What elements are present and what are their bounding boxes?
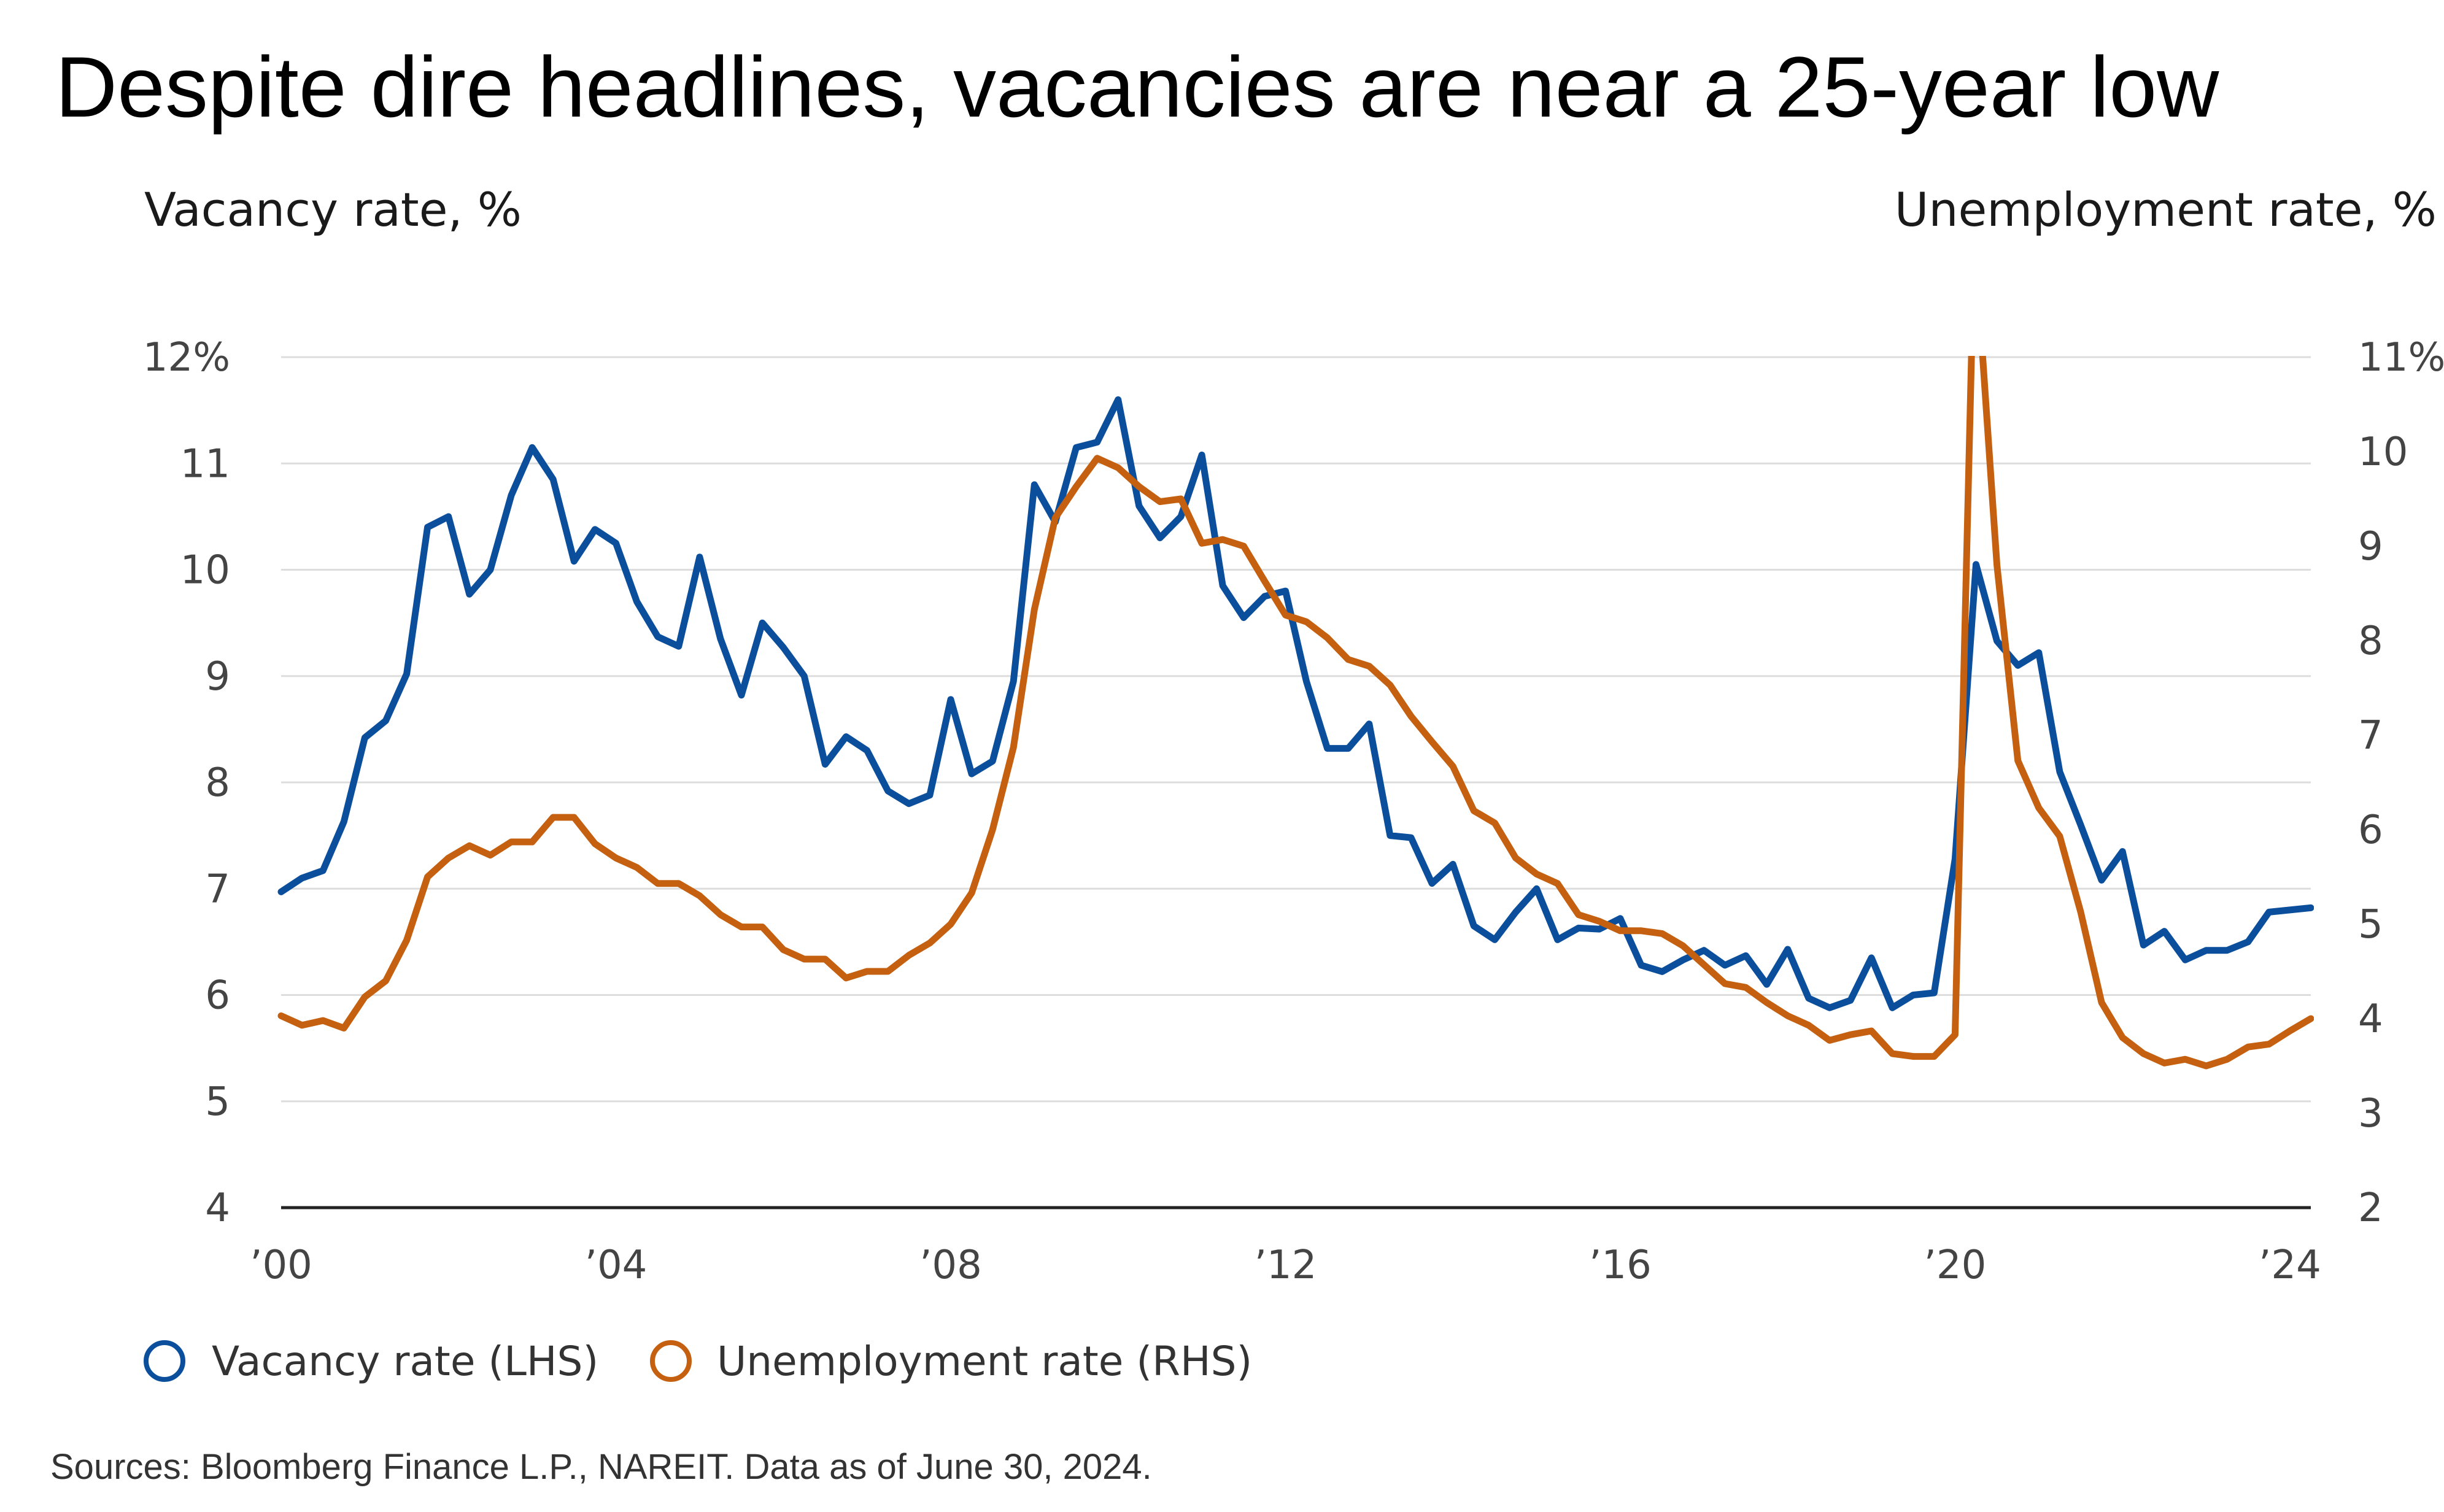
left-tick-label: 12% (143, 335, 230, 380)
source-note: Sources: Bloomberg Finance L.P., NAREIT.… (50, 1447, 1152, 1487)
legend-item-unemployment[interactable]: Unemployment rate (RHS) (650, 1338, 1252, 1385)
series-line-vacancy (277, 396, 2314, 1011)
legend: Vacancy rate (LHS) Unemployment rate (RH… (144, 1338, 1252, 1385)
right-tick-label: 6 (2358, 808, 2383, 853)
left-tick-label: 4 (205, 1186, 230, 1231)
left-tick-label: 10 (180, 548, 230, 593)
legend-label-vacancy: Vacancy rate (LHS) (212, 1338, 598, 1385)
right-tick-label: 4 (2358, 997, 2383, 1042)
x-tick-label: ’20 (1924, 1243, 1987, 1288)
left-tick-label: 6 (205, 973, 230, 1019)
right-tick-label: 9 (2358, 524, 2383, 569)
x-tick-label: ’04 (585, 1243, 648, 1288)
legend-marker-unemployment (650, 1340, 692, 1382)
legend-item-vacancy[interactable]: Vacancy rate (LHS) (144, 1338, 598, 1385)
x-tick-label: ’12 (1255, 1243, 1317, 1288)
left-tick-label: 8 (205, 760, 230, 806)
right-tick-label: 5 (2358, 902, 2383, 947)
gridlines (281, 356, 2311, 1209)
left-tick-label: 11 (180, 441, 230, 487)
series-lines (277, 356, 2314, 1070)
left-axis-ticks: 12% 11 10 9 8 7 6 5 4 (143, 335, 230, 1231)
left-tick-label: 9 (205, 654, 230, 700)
x-axis-ticks: ’00 ’04 ’08 ’12 ’16 ’20 ’24 (250, 1243, 2321, 1288)
x-tick-label: ’00 (250, 1243, 312, 1288)
x-tick-label: ’16 (1589, 1243, 1652, 1288)
right-tick-label: 3 (2358, 1091, 2383, 1136)
series-line-unemployment (277, 356, 2314, 1070)
right-tick-label: 7 (2358, 713, 2383, 758)
x-tick-label: ’24 (2259, 1243, 2321, 1288)
right-axis-title: Unemployment rate, % (1895, 182, 2437, 237)
right-axis-ticks: 11% 10 9 8 7 6 5 4 3 2 (2358, 335, 2444, 1231)
left-tick-label: 7 (205, 866, 230, 912)
legend-label-unemployment: Unemployment rate (RHS) (717, 1338, 1252, 1385)
left-axis-title: Vacancy rate, % (144, 182, 522, 237)
left-tick-label: 5 (205, 1079, 230, 1125)
legend-marker-vacancy (144, 1340, 185, 1382)
right-tick-label: 10 (2358, 430, 2408, 475)
chart-title: Despite dire headlines, vacancies are ne… (55, 39, 2219, 135)
right-tick-label: 8 (2358, 619, 2383, 664)
x-tick-label: ’08 (919, 1243, 982, 1288)
right-tick-label: 2 (2358, 1186, 2383, 1231)
right-tick-label: 11% (2358, 335, 2444, 380)
